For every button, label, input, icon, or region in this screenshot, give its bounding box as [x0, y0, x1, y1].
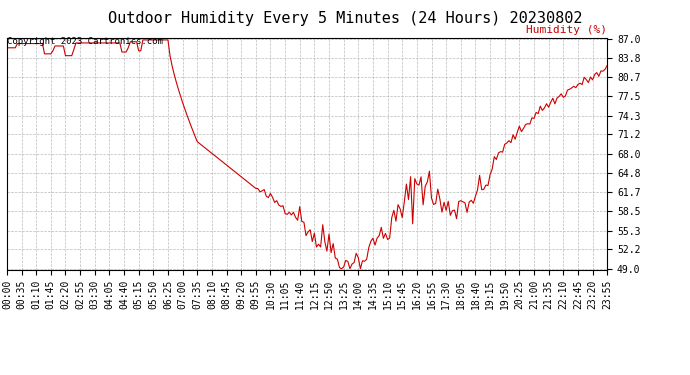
Text: Copyright 2023 Cartronics.com: Copyright 2023 Cartronics.com — [7, 38, 163, 46]
Text: Outdoor Humidity Every 5 Minutes (24 Hours) 20230802: Outdoor Humidity Every 5 Minutes (24 Hou… — [108, 11, 582, 26]
Text: Humidity (%): Humidity (%) — [526, 25, 607, 35]
